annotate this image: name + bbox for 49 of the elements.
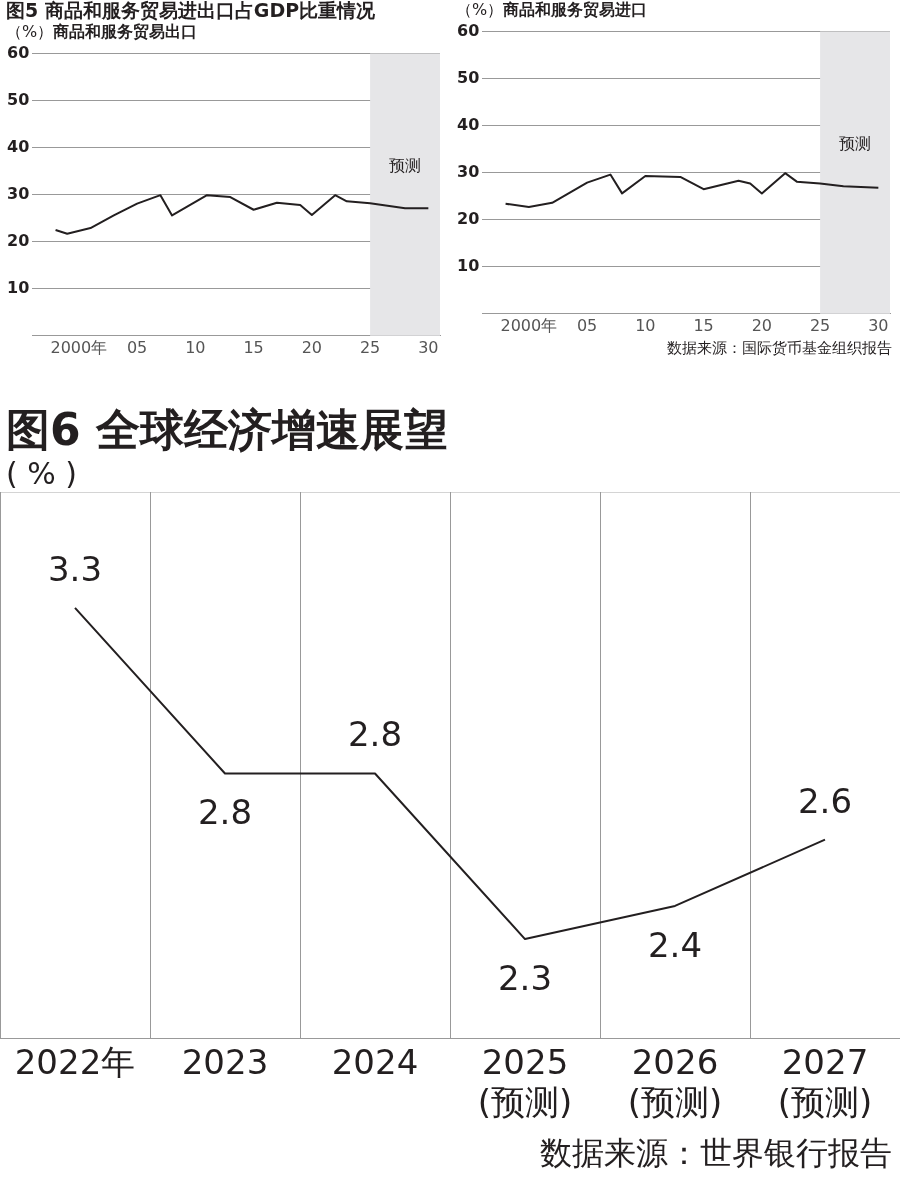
y-tick-label: 10	[7, 277, 30, 297]
chart-subtitle: 商品和服务贸易进口	[503, 0, 648, 19]
data-label: 3.3	[47, 548, 103, 589]
x-tick-label: 15	[693, 315, 714, 335]
y-tick-label: 50	[457, 67, 480, 87]
x-tick-label: 15	[243, 337, 264, 357]
x-tick-label: 10	[635, 315, 656, 335]
data-label: 2.6	[797, 780, 853, 821]
x-tick-label: 30	[868, 315, 889, 335]
x-tick-label: 2027 (预测)	[777, 1041, 873, 1123]
x-tick-label: 2000年	[50, 337, 108, 357]
data-label: 2.3	[497, 957, 553, 998]
y-tick-label: 40	[457, 115, 480, 135]
source-note: 数据来源：国际货币基金组织报告	[666, 339, 893, 359]
y-tick-label: 50	[7, 89, 30, 109]
y-tick-label: 20	[457, 209, 480, 229]
y-tick-label: 10	[457, 256, 480, 276]
y-tick-label: 60	[457, 20, 480, 40]
band-label: 预测	[839, 133, 872, 153]
x-tick-label: 20	[751, 315, 773, 335]
y-axis-title: （%）	[6, 21, 54, 41]
y-tick-label: 30	[457, 162, 480, 182]
y-axis-title: （%）	[456, 0, 504, 19]
y-axis-title: ( % )	[6, 455, 77, 491]
x-tick-label: 05	[126, 337, 148, 357]
y-tick-label: 30	[7, 183, 30, 203]
x-tick-label: 25	[359, 337, 381, 357]
x-tick-label: 2024	[331, 1041, 419, 1082]
x-tick-label: 30	[418, 337, 439, 357]
y-tick-label: 40	[7, 136, 30, 156]
x-tick-label: 2023	[181, 1041, 269, 1082]
source-note: 数据来源：世界银行报告	[539, 1132, 893, 1174]
x-tick-label: 2025 (预测)	[477, 1041, 573, 1123]
data-label: 2.8	[197, 791, 253, 832]
chart-title: 图5 商品和服务贸易进出口占GDP比重情况	[5, 0, 377, 22]
x-tick-label: 2000年	[500, 315, 558, 335]
band-label: 预测	[389, 155, 422, 175]
data-label: 2.8	[347, 713, 403, 754]
chart-subtitle: 商品和服务贸易出口	[53, 21, 198, 41]
x-tick-label: 20	[301, 337, 323, 357]
x-tick-label: 25	[809, 315, 831, 335]
y-tick-label: 60	[7, 42, 30, 62]
x-tick-label: 2022年	[14, 1041, 136, 1082]
chart-title: 图6 全球经济增速展望	[5, 404, 449, 456]
y-tick-label: 20	[7, 230, 30, 250]
data-label: 2.4	[647, 924, 703, 965]
x-tick-label: 10	[185, 337, 206, 357]
x-tick-label: 05	[576, 315, 598, 335]
x-tick-label: 2026 (预测)	[627, 1041, 723, 1123]
